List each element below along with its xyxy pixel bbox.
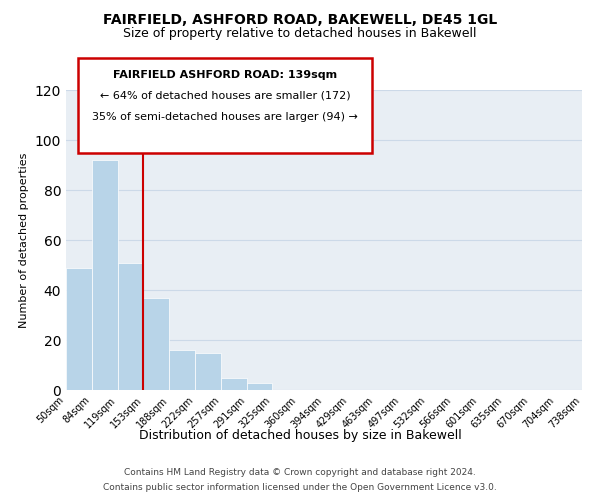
Bar (92, 160, 118, 390)
Bar (118, 262, 143, 390)
Bar (169, 350, 195, 390)
Text: FAIRFIELD ASHFORD ROAD: 139sqm: FAIRFIELD ASHFORD ROAD: 139sqm (113, 70, 337, 80)
Text: ← 64% of detached houses are smaller (172): ← 64% of detached houses are smaller (17… (100, 91, 350, 101)
Text: FAIRFIELD, ASHFORD ROAD, BAKEWELL, DE45 1GL: FAIRFIELD, ASHFORD ROAD, BAKEWELL, DE45 … (103, 12, 497, 26)
Bar (143, 298, 169, 390)
Bar (195, 352, 221, 390)
Bar (221, 378, 247, 390)
Text: Contains HM Land Registry data © Crown copyright and database right 2024.: Contains HM Land Registry data © Crown c… (124, 468, 476, 477)
Text: Contains public sector information licensed under the Open Government Licence v3: Contains public sector information licen… (103, 483, 497, 492)
Text: Size of property relative to detached houses in Bakewell: Size of property relative to detached ho… (123, 28, 477, 40)
Text: Distribution of detached houses by size in Bakewell: Distribution of detached houses by size … (139, 428, 461, 442)
Text: 35% of semi-detached houses are larger (94) →: 35% of semi-detached houses are larger (… (92, 112, 358, 122)
Bar (247, 382, 272, 390)
Bar (66, 268, 92, 390)
Y-axis label: Number of detached properties: Number of detached properties (19, 152, 29, 328)
